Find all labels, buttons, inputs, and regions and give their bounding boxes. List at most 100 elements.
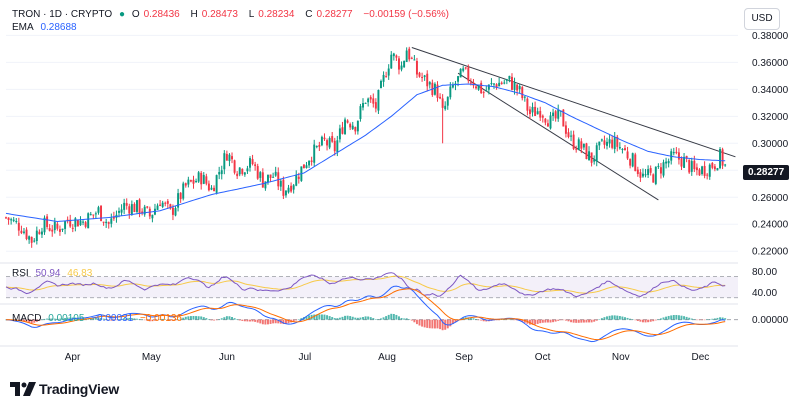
candle xyxy=(169,203,172,210)
macd-histogram-bar xyxy=(166,319,169,321)
candle xyxy=(721,147,724,170)
macd-histogram-bar xyxy=(251,319,254,322)
macd-histogram-bar xyxy=(61,318,64,320)
candle xyxy=(580,138,583,154)
candle xyxy=(35,226,38,245)
macd-histogram-bar xyxy=(58,318,61,320)
candle xyxy=(508,75,511,83)
candle xyxy=(287,184,290,194)
macd-histogram-bar xyxy=(672,314,675,320)
time-tick-label: Aug xyxy=(378,352,396,363)
candle xyxy=(159,200,162,207)
macd-histogram-bar xyxy=(238,319,241,321)
candle xyxy=(58,225,61,236)
candle xyxy=(485,85,488,92)
symbol-name[interactable]: TRON · 1D · CRYPTO xyxy=(12,9,113,20)
time-tick-label: Apr xyxy=(65,352,81,363)
brand-name: TradingView xyxy=(39,381,120,397)
macd-histogram-bar xyxy=(344,315,347,320)
candle xyxy=(549,111,552,130)
candle xyxy=(33,238,36,243)
candle xyxy=(48,224,51,232)
macd-legend[interactable]: MACD 0.00105 −0.00031 −0.00136 xyxy=(12,313,186,325)
macd-histogram-bar xyxy=(179,318,182,320)
candle xyxy=(184,182,187,188)
macd-histogram-bar xyxy=(413,319,416,323)
rsi-ma-line xyxy=(5,275,726,294)
macd-histogram-bar xyxy=(243,319,246,322)
candle xyxy=(546,119,549,127)
macd-histogram-bar xyxy=(218,319,221,320)
macd-histogram-bar xyxy=(233,318,236,320)
macd-histogram-bar xyxy=(598,319,601,320)
candle xyxy=(69,214,72,228)
macd-histogram-bar xyxy=(159,319,162,320)
macd-histogram-bar xyxy=(305,316,308,320)
macd-histogram-bar xyxy=(629,318,632,320)
candle xyxy=(17,217,20,236)
rsi-line xyxy=(5,272,726,298)
macd-histogram-bar xyxy=(536,319,539,324)
macd-histogram-bar xyxy=(225,316,228,320)
macd-histogram-bar xyxy=(125,317,128,320)
tradingview-logo[interactable]: TradingView xyxy=(10,381,119,397)
candle xyxy=(164,201,167,207)
macd-histogram-bar xyxy=(141,319,144,321)
macd-histogram-bar xyxy=(94,317,97,320)
ema-value: 0.28688 xyxy=(40,22,77,33)
candle xyxy=(716,167,719,171)
macd-histogram-bar xyxy=(593,319,596,322)
trend-channel-lower[interactable] xyxy=(457,72,659,201)
macd-histogram-bar xyxy=(153,319,156,321)
candle xyxy=(105,218,108,228)
macd-histogram-bar xyxy=(523,319,526,323)
rsi-label: RSI xyxy=(12,268,29,279)
candle xyxy=(228,153,231,167)
macd-histogram-bar xyxy=(611,315,614,320)
macd-histogram-bar xyxy=(449,319,452,327)
candle xyxy=(64,220,67,235)
macd-histogram-bar xyxy=(308,315,311,320)
candle xyxy=(187,176,190,188)
macd-histogram-bar xyxy=(600,318,603,320)
candle xyxy=(97,205,100,215)
candle xyxy=(241,168,244,176)
candle xyxy=(233,159,236,175)
candle xyxy=(218,166,221,180)
candle xyxy=(593,155,596,165)
macd-histogram-bar xyxy=(115,319,118,321)
candle xyxy=(107,221,110,229)
macd-histogram-bar xyxy=(354,317,357,320)
macd-histogram-bar xyxy=(505,319,508,320)
candle xyxy=(606,137,608,150)
macd-histogram-bar xyxy=(351,316,354,320)
candle xyxy=(701,165,704,176)
macd-histogram-bar xyxy=(582,319,585,323)
candle xyxy=(526,97,529,116)
candle xyxy=(631,152,634,168)
ema-legend[interactable]: EMA 0.28688 xyxy=(12,22,81,34)
currency-button[interactable]: USD xyxy=(744,8,780,30)
candle xyxy=(238,167,241,177)
candle xyxy=(323,133,326,141)
candle xyxy=(462,65,465,73)
candle xyxy=(665,157,668,169)
candle xyxy=(439,93,442,100)
candle xyxy=(572,130,575,151)
macd-histogram-bar xyxy=(51,318,54,320)
macd-histogram-bar xyxy=(549,319,552,323)
candle xyxy=(693,155,696,173)
macd-histogram-bar xyxy=(123,318,126,320)
candle xyxy=(66,216,69,224)
candle xyxy=(426,70,429,92)
trend-channel-upper[interactable] xyxy=(411,47,736,158)
candle xyxy=(269,174,272,183)
candle xyxy=(156,203,159,211)
rsi-legend[interactable]: RSI 50.94 46.83 xyxy=(12,268,96,280)
candle xyxy=(100,205,103,222)
macd-histogram-bar xyxy=(595,319,598,321)
macd-histogram-bar xyxy=(521,319,524,322)
macd-histogram-bar xyxy=(118,319,120,320)
candle xyxy=(641,168,644,178)
